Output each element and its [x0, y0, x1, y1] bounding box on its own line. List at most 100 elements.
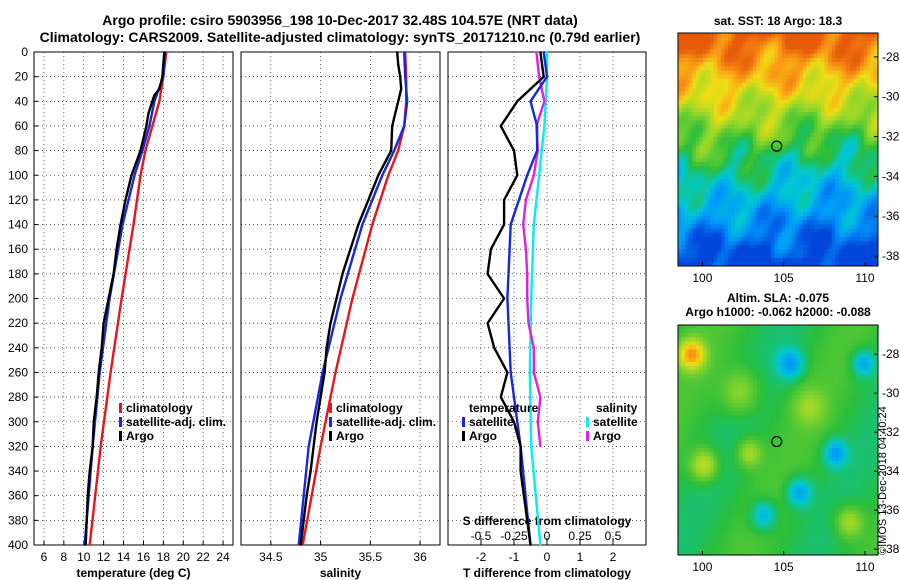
map-cell [728, 357, 732, 363]
map-cell [749, 386, 754, 392]
map-cell [774, 245, 779, 250]
map-cell [874, 78, 879, 84]
map-cell [820, 57, 825, 63]
map-cell [760, 41, 765, 46]
map-cell [849, 157, 854, 163]
map-cell [763, 232, 768, 238]
map-cell [785, 53, 790, 59]
map-cell [856, 145, 861, 150]
map-cell [820, 241, 825, 246]
map-cell [717, 419, 722, 424]
map-cell [695, 157, 700, 163]
map-cell [806, 333, 811, 338]
map-cell [695, 87, 700, 92]
map-cell [874, 99, 879, 105]
map-cell [678, 411, 682, 416]
map-cell [785, 257, 790, 263]
map-cell [688, 37, 693, 42]
map-cell [856, 78, 861, 84]
map-cell [820, 419, 825, 424]
map-cell [856, 236, 861, 242]
map-cell [753, 216, 757, 221]
map-cell [831, 49, 836, 55]
map-cell [870, 325, 875, 330]
map-cell [831, 124, 836, 129]
map-cell [810, 366, 815, 371]
map-cell [720, 112, 725, 117]
map-cell [735, 87, 740, 92]
map-cell [717, 49, 722, 55]
map-cell [863, 403, 868, 408]
map-cell [703, 245, 707, 250]
map-cell [681, 390, 686, 396]
map-cell [692, 257, 697, 263]
map-cell [828, 128, 832, 134]
map-cell [692, 245, 697, 250]
map-cell [753, 178, 757, 184]
map-cell [795, 149, 800, 154]
map-cell [749, 191, 754, 196]
map-cell [853, 353, 857, 359]
map-cell [817, 333, 822, 338]
map-cell [831, 99, 836, 105]
map-cell [678, 337, 682, 342]
map-cell [774, 62, 779, 67]
map-cell [792, 137, 797, 142]
map-cell [753, 33, 757, 38]
map-cell [738, 370, 743, 375]
map-cell [820, 182, 825, 188]
map-cell [699, 419, 704, 424]
map-cell [806, 415, 811, 420]
map-cell [813, 166, 818, 171]
map-cell [706, 419, 711, 424]
map-cell [767, 78, 772, 84]
map-cell [874, 249, 879, 254]
map-cell [745, 166, 750, 171]
map-cell [717, 157, 722, 163]
map-cell [742, 116, 747, 121]
map-cell [685, 211, 690, 217]
map-cell [774, 41, 779, 46]
map-cell [835, 353, 840, 359]
map-cell [828, 161, 832, 167]
map-cell [699, 382, 704, 387]
map-cell [803, 241, 807, 246]
series-line-salinity-satellite-point [546, 51, 548, 53]
map-cell [874, 145, 879, 150]
series-line-temperature-argo-point [529, 544, 532, 546]
map-cell [806, 149, 811, 154]
map-cell [828, 99, 832, 105]
map-cell [703, 249, 707, 254]
map-cell [685, 49, 690, 55]
map-cell [828, 166, 832, 171]
map-cell [685, 236, 690, 242]
map-cell [756, 107, 761, 113]
map-cell [838, 357, 843, 363]
map-cell [699, 124, 704, 129]
map-cell [795, 245, 800, 250]
map-cell [785, 329, 790, 334]
map-cell [863, 195, 868, 200]
map-cell [803, 91, 807, 96]
map-cell [742, 378, 747, 383]
map-cell [731, 390, 736, 396]
map-cell [703, 386, 707, 392]
map-cell [803, 337, 807, 342]
map-cell [853, 182, 857, 188]
map-cell [870, 357, 875, 363]
map-cell [820, 325, 825, 330]
map-cell [788, 236, 793, 242]
map-cell [824, 33, 829, 38]
map-cell [810, 261, 815, 267]
map-cell [713, 120, 718, 125]
map-cell [831, 419, 836, 424]
map-cell [699, 211, 704, 217]
map-cell [853, 253, 857, 258]
map-cell [860, 349, 865, 355]
map-cell [710, 178, 715, 184]
map-cell [770, 66, 775, 71]
map-cell [785, 57, 790, 63]
map-cell [828, 178, 832, 184]
map-cell [828, 390, 832, 396]
map-cell [681, 41, 686, 46]
